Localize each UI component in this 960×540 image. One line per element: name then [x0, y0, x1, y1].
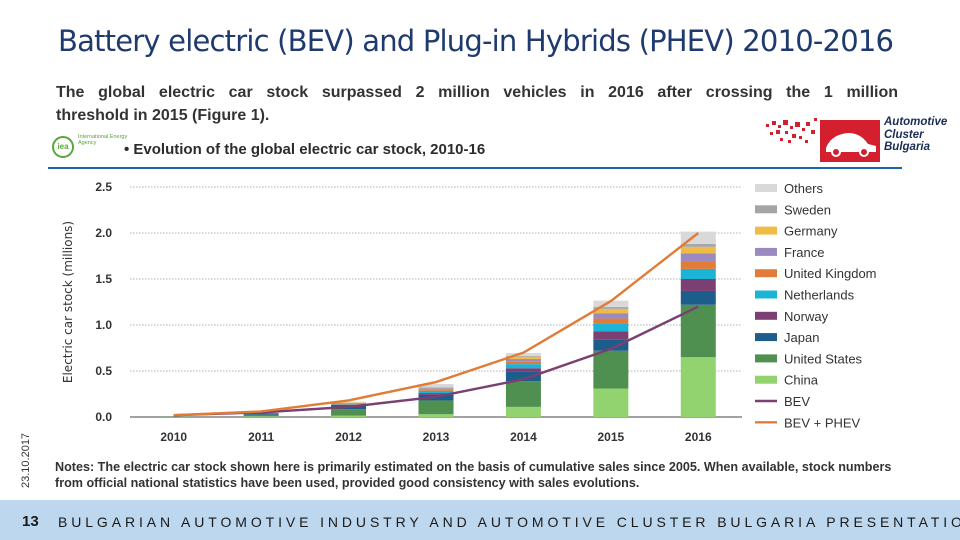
x-tick-label: 2013: [423, 430, 450, 444]
legend-label: France: [784, 245, 824, 260]
bar-segment: [680, 268, 716, 279]
y-tick-label: 0.5: [95, 364, 112, 378]
bar-segment: [593, 307, 629, 309]
legend-swatch: [755, 247, 777, 256]
legend-label: Sweden: [784, 202, 831, 217]
x-tick-label: 2014: [510, 430, 537, 444]
legend-label: Germany: [784, 224, 838, 239]
slide-title: Battery electric (BEV) and Plug-in Hybri…: [58, 24, 894, 58]
header-divider: [48, 167, 902, 169]
bar-segment: [331, 415, 367, 417]
bar-segment: [593, 339, 629, 351]
y-tick-label: 0.0: [95, 410, 112, 424]
bar-segment: [505, 359, 541, 362]
y-axis-label: Electric car stock (millions): [61, 221, 75, 383]
bar-segment: [505, 381, 541, 407]
bar-segment: [505, 356, 541, 360]
bar-segment: [680, 290, 716, 305]
bar-segment: [418, 390, 454, 394]
legend-swatch: [755, 226, 777, 235]
bar-segment: [593, 331, 629, 340]
legend-swatch: [755, 205, 777, 214]
bar-segment: [418, 414, 454, 417]
bar-segment: [593, 388, 629, 417]
bar-segment: [680, 246, 716, 254]
bar-segment: [680, 244, 716, 247]
bar-segment: [418, 400, 454, 415]
bar-segment: [331, 401, 367, 403]
bar-segment: [680, 279, 716, 291]
legend-swatch: [755, 269, 777, 278]
bar-segment: [418, 383, 454, 387]
intro-text-line2: threshold in 2015 (Figure 1).: [56, 107, 270, 124]
bar-segment: [505, 361, 541, 365]
legend-swatch: [755, 354, 777, 363]
bar-segment: [593, 318, 629, 324]
bar-segment: [331, 403, 367, 405]
bar-segment: [505, 353, 541, 356]
x-tick-label: 2010: [160, 430, 187, 444]
bar-segment: [418, 388, 454, 390]
x-tick-label: 2012: [335, 430, 362, 444]
legend-label: BEV + PHEV: [784, 415, 861, 430]
slide-date: 23.10.2017: [20, 432, 32, 488]
bar-segment: [593, 323, 629, 332]
footer-caption: BULGARIAN AUTOMOTIVE INDUSTRY AND AUTOMO…: [58, 514, 960, 530]
legend-swatch: [755, 290, 777, 299]
bar-segment: [505, 371, 541, 382]
legend-label: Others: [784, 181, 824, 196]
legend-swatch: [755, 333, 777, 342]
automotive-cluster-logo: Automotive Cluster Bulgaria: [764, 112, 954, 168]
chart-notes: Notes: The electric car stock shown here…: [55, 460, 892, 490]
bar-segment: [593, 300, 629, 308]
legend-swatch: [755, 184, 777, 192]
bar-segment: [418, 389, 454, 391]
legend-label: Netherlands: [784, 288, 855, 303]
x-tick-label: 2011: [248, 430, 274, 444]
figure-title: • Evolution of the global electric car s…: [124, 141, 486, 158]
series-line: [173, 232, 700, 417]
legend-swatch: [755, 375, 777, 384]
intro-text-line1: The global electric car stock surpassed …: [56, 84, 898, 101]
slide-number: 13: [22, 513, 39, 530]
bar-segment: [331, 404, 367, 406]
legend-label: Norway: [784, 309, 829, 324]
bar-segment: [331, 409, 367, 416]
bar-segment: [680, 253, 716, 262]
y-tick-label: 2.0: [95, 226, 112, 240]
iea-logo: iea International Energy Agency: [52, 134, 130, 160]
bar-segment: [593, 350, 629, 389]
bar-segment: [505, 406, 541, 417]
bar-segment: [680, 261, 716, 269]
bar-segment: [243, 416, 279, 417]
legend-label: Japan: [784, 330, 819, 345]
automotive-cluster-logo-text: Automotive Cluster Bulgaria: [884, 116, 948, 153]
bar-segment: [505, 355, 541, 357]
legend-label: China: [784, 373, 819, 388]
bar-segment: [505, 364, 541, 369]
bar-segment: [680, 357, 716, 417]
legend-label: BEV: [784, 394, 810, 409]
y-tick-label: 1.0: [95, 318, 112, 332]
iea-logo-icon: iea: [52, 136, 74, 158]
y-tick-label: 2.5: [95, 180, 112, 194]
x-tick-label: 2016: [685, 430, 712, 444]
automotive-cluster-car-logo-icon: [766, 118, 880, 162]
stock-chart: Electric car stock (millions) 0.0 0.5 1.0 1.…: [61, 180, 877, 444]
bar-segment: [593, 308, 629, 314]
bar-segment: [243, 413, 279, 415]
legend-label: United States: [784, 351, 863, 366]
bar-segment: [243, 414, 279, 417]
x-tick-label: 2015: [598, 430, 625, 444]
legend-label: United Kingdom: [784, 266, 877, 281]
bar-segment: [505, 368, 541, 372]
legend-swatch: [755, 311, 777, 320]
iea-logo-text: International Energy Agency: [78, 134, 128, 146]
footer-bar: [0, 500, 960, 540]
y-tick-label: 1.5: [95, 272, 112, 286]
bar-segment: [593, 313, 629, 319]
bar-segment: [418, 393, 454, 395]
bar-segment: [418, 387, 454, 389]
